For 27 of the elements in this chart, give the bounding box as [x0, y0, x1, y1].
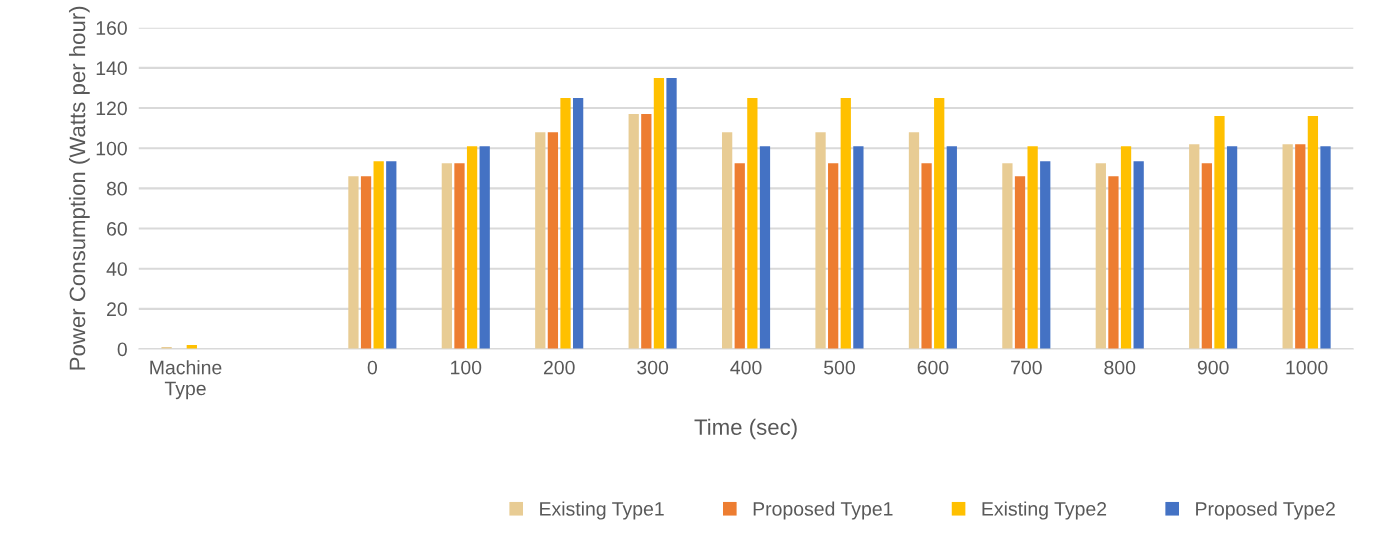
y-axis-title: Power Consumption (Watts per hour) [68, 6, 90, 370]
y-tick-label: 80 [106, 181, 127, 196]
legend-label: Proposed Type1 [753, 501, 893, 520]
y-tick-label: 40 [106, 262, 127, 276]
y-tick-label: 140 [96, 61, 127, 76]
x-tick-label: 100 [451, 360, 482, 375]
x-tick-label: 200 [543, 360, 575, 375]
x-axis-title: Time (sec) [694, 418, 797, 440]
legend-label: Existing Type2 [982, 501, 1107, 520]
y-tick-label: 100 [96, 141, 127, 156]
x-tick-label: 500 [824, 360, 855, 375]
x-tick-label: 300 [637, 360, 669, 375]
legend-label: Proposed Type2 [1196, 501, 1335, 520]
x-tick-label: 0 [367, 360, 377, 375]
x-tick-label: 1000 [1286, 360, 1328, 375]
x-tick-label: 400 [730, 360, 762, 375]
legend-label: Existing Type1 [540, 501, 664, 520]
y-tick-label: 160 [96, 21, 127, 35]
x-tick-label: Machine Type [150, 360, 222, 400]
y-tick-label: 0 [117, 342, 127, 357]
x-tick-label: 800 [1104, 360, 1136, 375]
y-tick-label: 60 [107, 221, 127, 236]
x-tick-label: 600 [917, 360, 949, 375]
y-tick-label: 20 [107, 302, 127, 317]
x-tick-label: 900 [1197, 360, 1229, 375]
y-tick-label: 120 [96, 101, 127, 116]
x-tick-label: 700 [1011, 360, 1042, 375]
